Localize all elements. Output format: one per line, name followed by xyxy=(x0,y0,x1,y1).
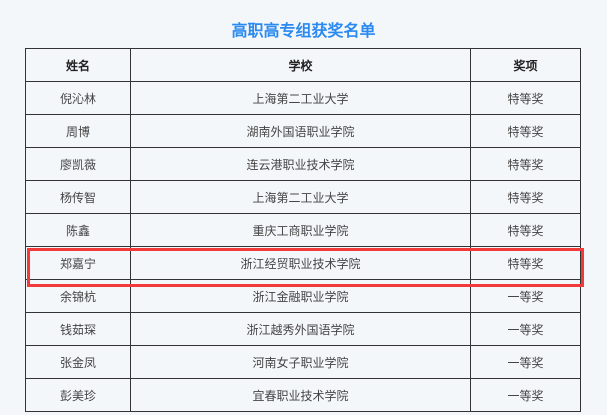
cell-school: 浙江越秀外国语学院 xyxy=(130,312,471,346)
cell-school: 湖南外国语职业学院 xyxy=(130,114,471,148)
table-row: 周博 湖南外国语职业学院 特等奖 xyxy=(25,114,581,148)
table-row: 彭美珍 宜春职业技术学院 一等奖 xyxy=(25,378,581,412)
cell-school: 重庆工商职业学院 xyxy=(130,213,471,247)
cell-award: 特等奖 xyxy=(470,180,581,214)
cell-name: 彭美珍 xyxy=(25,378,131,412)
cell-school: 宜春职业技术学院 xyxy=(130,378,471,412)
cell-name: 周博 xyxy=(25,114,131,148)
cell-award: 特等奖 xyxy=(470,213,581,247)
cell-name: 陈鑫 xyxy=(25,213,131,247)
award-table: 姓名 学校 奖项 倪沁林 上海第二工业大学 特等奖 周博 湖南外国语职业学院 特等奖 廖凯薇… xyxy=(25,48,581,412)
header-school: 学校 xyxy=(130,48,471,82)
cell-school: 浙江经贸职业技术学院 xyxy=(130,246,471,280)
cell-award: 特等奖 xyxy=(470,81,581,115)
cell-name: 张金凤 xyxy=(25,345,131,379)
table-row: 张金凤 河南女子职业学院 一等奖 xyxy=(25,345,581,379)
cell-school: 浙江金融职业学院 xyxy=(130,279,471,313)
cell-award: 特等奖 xyxy=(470,147,581,181)
header-name: 姓名 xyxy=(25,48,131,82)
cell-school: 河南女子职业学院 xyxy=(130,345,471,379)
cell-school: 连云港职业技术学院 xyxy=(130,147,471,181)
table-row: 郑嘉宁 浙江经贸职业技术学院 特等奖 xyxy=(25,246,581,280)
table-header-row: 姓名 学校 奖项 xyxy=(25,48,581,82)
cell-school: 上海第二工业大学 xyxy=(130,81,471,115)
table-row: 倪沁林 上海第二工业大学 特等奖 xyxy=(25,81,581,115)
cell-award: 一等奖 xyxy=(470,279,581,313)
cell-name: 杨传智 xyxy=(25,180,131,214)
table-row: 余锦杭 浙江金融职业学院 一等奖 xyxy=(25,279,581,313)
page-title: 高职高专组获奖名单 xyxy=(231,21,376,40)
cell-award: 特等奖 xyxy=(470,114,581,148)
cell-award: 一等奖 xyxy=(470,345,581,379)
table-row: 陈鑫 重庆工商职业学院 特等奖 xyxy=(25,213,581,247)
cell-award: 一等奖 xyxy=(470,378,581,412)
cell-school: 上海第二工业大学 xyxy=(130,180,471,214)
cell-name: 郑嘉宁 xyxy=(25,246,131,280)
table-row: 钱茹琛 浙江越秀外国语学院 一等奖 xyxy=(25,312,581,346)
cell-name: 余锦杭 xyxy=(25,279,131,313)
cell-name: 廖凯薇 xyxy=(25,147,131,181)
cell-name: 倪沁林 xyxy=(25,81,131,115)
cell-award: 特等奖 xyxy=(470,246,581,280)
cell-award: 一等奖 xyxy=(470,312,581,346)
header-award: 奖项 xyxy=(470,48,581,82)
cell-name: 钱茹琛 xyxy=(25,312,131,346)
table-row: 杨传智 上海第二工业大学 特等奖 xyxy=(25,180,581,214)
table-row: 廖凯薇 连云港职业技术学院 特等奖 xyxy=(25,147,581,181)
